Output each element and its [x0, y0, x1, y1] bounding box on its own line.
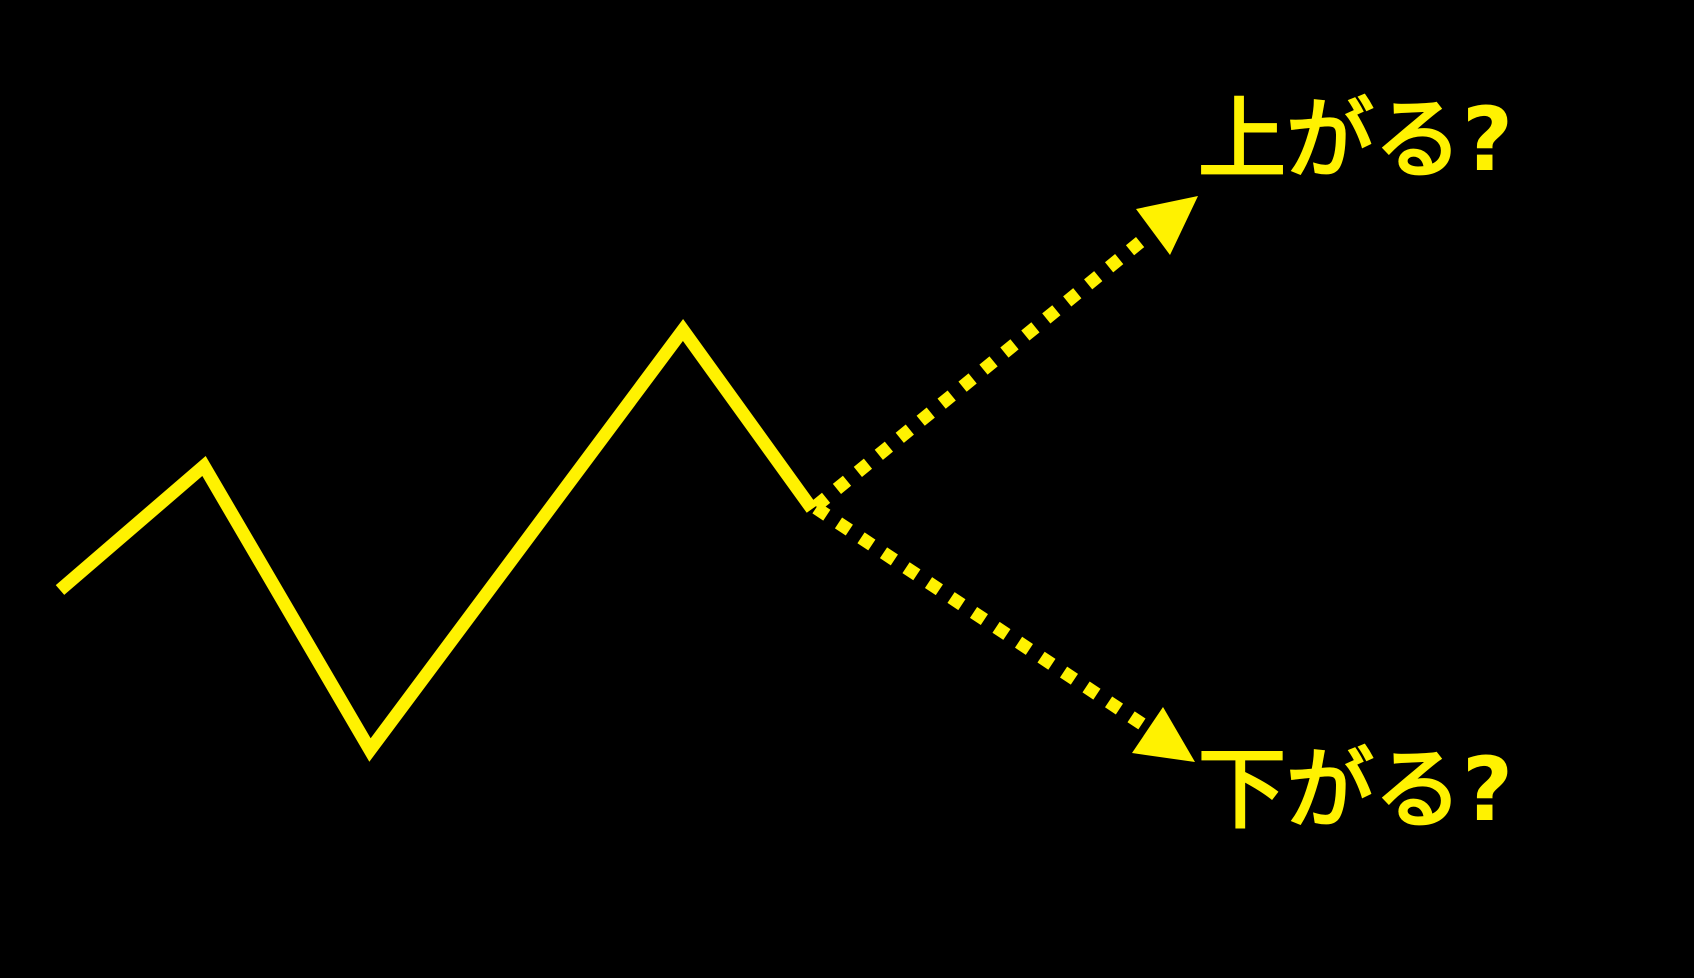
label-up: 上がる? [1198, 88, 1513, 191]
price-history-line [55, 319, 818, 762]
label-down: 下がる? [1198, 738, 1513, 841]
downward-arrowhead [1132, 707, 1195, 762]
downward-dotted-path [812, 502, 1152, 734]
upward-dotted-path [811, 228, 1155, 512]
upward-arrowhead [1136, 196, 1198, 255]
